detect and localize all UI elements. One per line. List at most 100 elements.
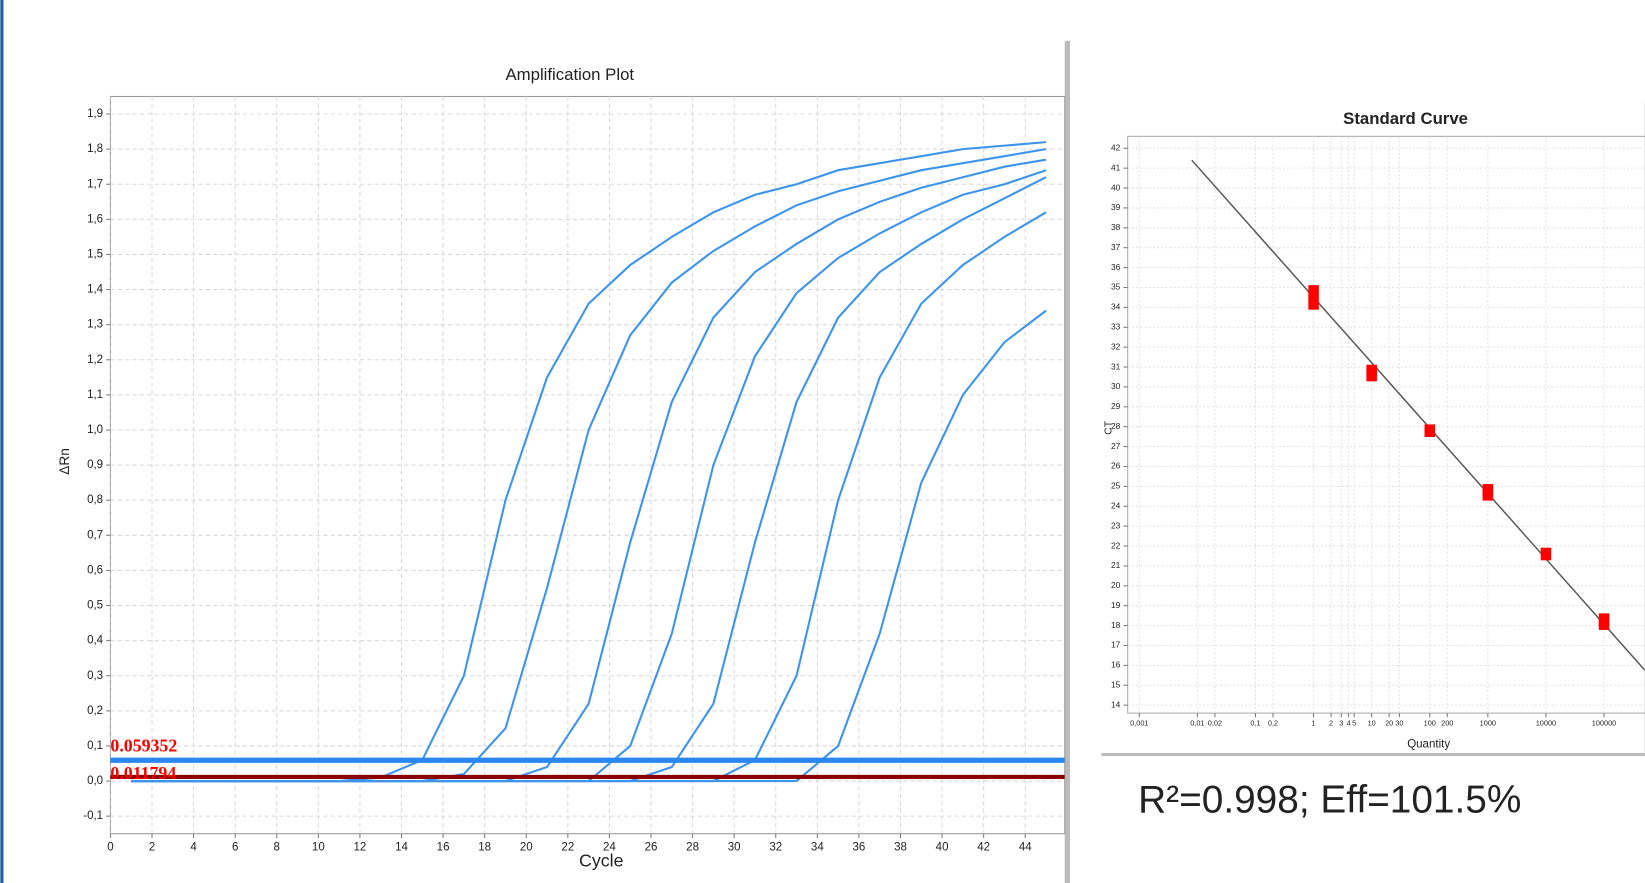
y-tick-label: -0,1 (83, 810, 103, 822)
x-tick-label: 22 (561, 841, 574, 853)
y-tick-label: 39 (1111, 202, 1121, 212)
x-tick-label: 10000 (1536, 719, 1556, 728)
y-tick-label: 0,2 (87, 705, 103, 717)
y-tick-label: 16 (1111, 660, 1121, 670)
x-tick-label: 34 (811, 841, 824, 853)
y-tick-label: 31 (1111, 361, 1121, 371)
x-tick-label: 100 (1424, 719, 1436, 728)
x-tick-label: 32 (769, 841, 782, 853)
data-point (1598, 617, 1610, 630)
y-tick-label: 28 (1111, 421, 1121, 431)
x-tick-label: 8 (274, 841, 280, 853)
x-tick-label: 0,001 (1130, 719, 1148, 728)
y-tick-label: 30 (1111, 381, 1121, 391)
y-tick-label: 1,7 (87, 178, 103, 190)
y-tick-label: 1,5 (87, 249, 103, 261)
y-tick-label: 33 (1111, 321, 1121, 331)
y-tick-label: 0,1 (87, 740, 103, 752)
y-tick-label: 34 (1111, 302, 1121, 312)
plot-frame (1127, 135, 1645, 714)
x-tick-label: 36 (853, 841, 866, 853)
y-tick-label: 1,2 (87, 354, 103, 366)
data-point (1308, 285, 1319, 298)
y-tick-label: 22 (1111, 540, 1121, 550)
x-tick-label: 38 (894, 841, 907, 853)
x-tick-label: 6 (232, 841, 238, 853)
x-tick-label: 24 (603, 841, 616, 853)
y-tick-label: 21 (1111, 560, 1121, 570)
threshold-label: 0.059352 (110, 736, 177, 756)
y-tick-label: 1,0 (87, 424, 103, 436)
x-tick-label: 0,01 (1190, 719, 1204, 728)
threshold-label: 0.011794 (110, 763, 176, 783)
x-tick-label: 3 (1339, 719, 1343, 728)
annotation: R²=0.998; Eff=101.5% (1138, 779, 1521, 822)
y-tick-label: 1,8 (87, 143, 103, 155)
x-tick-label: 4 (1347, 719, 1351, 728)
y-tick-label: 1,6 (87, 213, 103, 225)
data-point (1482, 488, 1494, 501)
y-tick-label: 41 (1111, 162, 1121, 172)
data-point (1540, 547, 1552, 561)
y-tick-label: 0,0 (87, 775, 103, 787)
x-tick-label: 20 (520, 841, 533, 853)
y-tick-label: 35 (1111, 282, 1121, 292)
x-tick-label: 16 (437, 841, 450, 853)
amplification-curve (131, 309, 1047, 783)
y-tick-label: 40 (1111, 182, 1121, 192)
chart-title: Standard Curve (1343, 109, 1468, 128)
plot-area (1191, 159, 1645, 672)
y-tick-label: 18 (1111, 620, 1121, 630)
y-tick-label: 0,5 (87, 600, 103, 612)
y-tick-label: 36 (1111, 262, 1121, 272)
x-tick-label: 2 (1329, 719, 1333, 728)
y-tick-label: 32 (1111, 341, 1121, 351)
x-tick-label: 1000 (1480, 719, 1496, 728)
x-tick-label: 2 (149, 841, 155, 853)
y-tick-label: 0,7 (87, 529, 103, 541)
x-tick-label: 0,1 (1250, 719, 1260, 728)
x-tick-label: 0,02 (1208, 719, 1222, 728)
y-tick-label: 0,3 (87, 670, 103, 682)
y-tick-label: 19 (1111, 600, 1121, 610)
x-tick-label: 14 (395, 841, 408, 853)
y-tick-label: 0,9 (87, 459, 103, 471)
y-tick-label: 0,6 (87, 564, 103, 576)
x-tick-label: 100000 (1592, 719, 1616, 728)
y-tick-label: 25 (1111, 481, 1121, 491)
y-tick-label: 1,1 (87, 389, 103, 401)
y-tick-label: 37 (1111, 242, 1121, 252)
x-tick-label: 28 (686, 841, 699, 853)
y-tick-label: 26 (1111, 461, 1121, 471)
x-tick-label: 5 (1352, 719, 1356, 728)
left-border (0, 0, 4, 883)
x-tick-label: 4 (190, 841, 197, 853)
data-point (1308, 297, 1319, 310)
y-tick-label: 20 (1111, 580, 1121, 590)
y-tick-label: 23 (1111, 520, 1121, 530)
y-tick-label: 24 (1111, 500, 1121, 510)
x-tick-label: 30 (728, 841, 741, 853)
y-tick-label: 17 (1111, 640, 1121, 650)
x-tick-label: 42 (977, 841, 990, 853)
y-tick-label: 0,4 (87, 635, 104, 647)
x-axis-label: Quantity (1407, 739, 1450, 751)
y-tick-label: 29 (1111, 401, 1121, 411)
y-tick-label: 1,3 (87, 319, 103, 331)
y-tick-label: 14 (1111, 699, 1121, 709)
y-tick-label: 27 (1111, 441, 1121, 451)
y-tick-label: 1,4 (87, 284, 104, 296)
x-tick-label: 40 (936, 841, 949, 853)
x-tick-label: 200 (1441, 719, 1453, 728)
x-tick-label: 1 (1312, 719, 1316, 728)
x-axis-label: Cycle (579, 851, 624, 871)
data-point (1366, 368, 1377, 382)
x-tick-label: 20 (1385, 719, 1393, 728)
x-tick-label: 30 (1395, 719, 1403, 728)
x-tick-label: 10 (1368, 719, 1376, 728)
x-tick-label: 12 (354, 841, 367, 853)
x-tick-label: 10 (312, 841, 325, 853)
data-point (1424, 424, 1435, 437)
chart-title: Amplification Plot (505, 65, 634, 84)
